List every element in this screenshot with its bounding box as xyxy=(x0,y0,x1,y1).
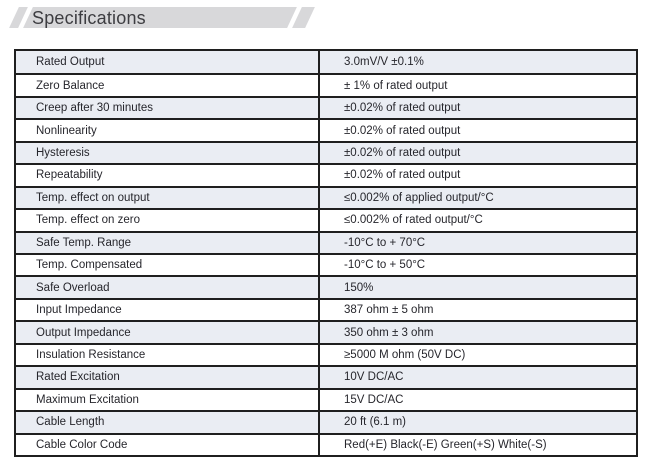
band-right-sliver xyxy=(292,7,315,28)
spec-value: ±0.02% of rated output xyxy=(344,102,461,115)
spec-value: ± 1% of rated output xyxy=(344,79,448,92)
spec-label: Insulation Resistance xyxy=(16,344,320,366)
spec-row: Insulation Resistance ≥5000 M ohm (50V DC… xyxy=(16,342,636,366)
spec-row: Safe Overload 150% xyxy=(16,275,636,298)
spec-row: Temp. effect on output ≤0.002% of applied… xyxy=(16,185,636,209)
spec-label: Temp. effect on output xyxy=(16,187,320,209)
spec-label: Output Impedance xyxy=(16,322,320,343)
spec-label: Input Impedance xyxy=(16,299,320,321)
spec-label: Creep after 30 minutes xyxy=(16,97,320,119)
spec-value: ±0.02% of rated output xyxy=(344,169,461,182)
spec-label: Rated Output xyxy=(16,51,320,74)
spec-value: 350 ohm ± 3 ohm xyxy=(344,326,434,339)
spec-label: Safe Temp. Range xyxy=(16,232,320,253)
spec-row: Output Impedance 350 ohm ± 3 ohm xyxy=(16,320,636,343)
spec-row: Repeatability ±0.02% of rated output xyxy=(16,163,636,186)
spec-label: Zero Balance xyxy=(16,75,320,96)
spec-value: 387 ohm ± 5 ohm xyxy=(344,304,434,317)
spec-label: Maximum Excitation xyxy=(16,389,320,411)
spec-row: Creep after 30 minutes ±0.02% of rated ou… xyxy=(16,95,636,119)
spec-row: Rated Output 3.0mV/V ±0.1% xyxy=(16,51,636,74)
spec-value: 3.0mV/V ±0.1% xyxy=(344,56,424,69)
spec-row: Hysteresis ±0.02% of rated output xyxy=(16,140,636,164)
spec-value: -10°C to + 50°C xyxy=(344,259,426,272)
spec-value: ≥5000 M ohm (50V DC) xyxy=(344,348,466,361)
spec-value: -10°C to + 70°C xyxy=(344,236,426,249)
spec-row: Nonlinearity ±0.02% of rated output xyxy=(16,118,636,141)
spec-value: 15V DC/AC xyxy=(344,393,404,406)
spec-value: 10V DC/AC xyxy=(344,371,404,384)
spec-value: ≤0.002% of applied output/°C xyxy=(344,191,494,204)
spec-row: Safe Temp. Range -10°C to + 70°C xyxy=(16,230,636,253)
spec-row: Maximum Excitation 15V DC/AC xyxy=(16,387,636,411)
spec-label: Cable Length xyxy=(16,412,320,433)
spec-label: Rated Excitation xyxy=(16,367,320,388)
spec-table: Rated Output 3.0mV/V ±0.1% Zero Balance ± 1… xyxy=(14,49,638,457)
spec-row: Cable Color Code Red(+E) Black(-E) Green(… xyxy=(16,432,636,455)
spec-label: Cable Color Code xyxy=(16,434,320,455)
spec-row: Temp. effect on zero ≤0.002% of rated out… xyxy=(16,208,636,231)
spec-label: Repeatability xyxy=(16,165,320,186)
spec-label: Hysteresis xyxy=(16,142,320,164)
spec-row: Cable Length 20 ft (6.1 m) xyxy=(16,410,636,433)
spec-value: ≤0.002% of rated output/°C xyxy=(344,214,483,227)
spec-label: Safe Overload xyxy=(16,277,320,298)
spec-value: Red(+E) Black(-E) Green(+S) White(-S) xyxy=(344,438,547,451)
spec-value: 20 ft (6.1 m) xyxy=(344,416,406,429)
spec-value: ±0.02% of rated output xyxy=(344,146,461,159)
section-header-band: Specifications xyxy=(8,7,328,28)
spec-row: Temp. Compensated -10°C to + 50°C xyxy=(16,253,636,276)
spec-label: Temp. effect on zero xyxy=(16,210,320,231)
spec-row: Rated Excitation 10V DC/AC xyxy=(16,365,636,388)
spec-label: Temp. Compensated xyxy=(16,255,320,276)
spec-value: ±0.02% of rated output xyxy=(344,124,461,137)
spec-label: Nonlinearity xyxy=(16,120,320,141)
spec-value: 150% xyxy=(344,281,374,294)
page-title: Specifications xyxy=(32,8,146,28)
spec-row: Zero Balance ± 1% of rated output xyxy=(16,73,636,96)
spec-row: Input Impedance 387 ohm ± 5 ohm xyxy=(16,297,636,321)
